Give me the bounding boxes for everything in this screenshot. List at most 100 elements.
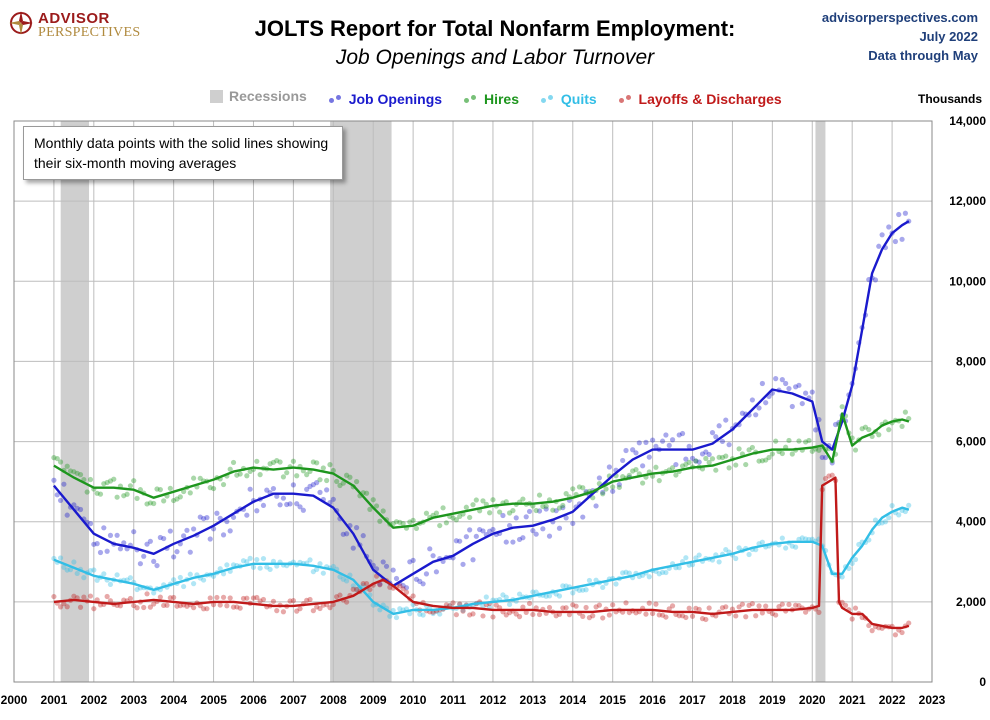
hires-point	[806, 437, 812, 444]
job-openings-point	[407, 559, 413, 565]
layoffs-discharges-point	[240, 595, 247, 602]
hires-point	[337, 482, 343, 489]
hires-point	[97, 491, 104, 497]
quits-point	[340, 576, 346, 582]
job-openings-point	[513, 515, 519, 521]
quits-point	[896, 512, 902, 518]
layoffs-discharges-point	[816, 609, 822, 615]
layoffs-discharges-point	[892, 632, 899, 638]
quits-point	[67, 567, 74, 573]
hires-point	[556, 505, 563, 511]
hires-point	[147, 500, 153, 506]
hires-point	[656, 478, 662, 484]
job-openings-point	[161, 535, 167, 542]
legend-marker-hires	[463, 94, 478, 103]
quits-point	[676, 565, 682, 571]
hires-point	[161, 498, 167, 504]
quits-point	[264, 564, 270, 570]
quits-point	[393, 614, 400, 621]
quits-point	[307, 557, 313, 563]
job-openings-point	[157, 534, 163, 541]
x-tick-label: 2010	[400, 693, 427, 707]
quits-point	[417, 611, 423, 617]
layoffs-discharges-point	[666, 606, 672, 612]
chart-title: JOLTS Report for Total Nonfarm Employmen…	[254, 16, 736, 41]
job-openings-point	[756, 405, 762, 411]
layoffs-discharges-point	[151, 601, 157, 607]
plot-frame	[13, 120, 933, 683]
logo-text-perspectives: PERSPECTIVES	[38, 25, 141, 40]
hires-point	[852, 447, 859, 453]
quits-point	[560, 583, 566, 589]
legend-label-hires: Hires	[483, 90, 519, 107]
hires-point	[87, 476, 94, 483]
quits-point	[220, 571, 227, 577]
hires-point	[533, 507, 539, 514]
hires-point	[64, 463, 70, 469]
job-openings-point	[277, 502, 283, 508]
job-openings-point	[516, 536, 523, 543]
job-openings-point	[340, 531, 346, 537]
quits-point	[580, 587, 586, 593]
job-openings-point	[819, 454, 825, 461]
quits-point	[314, 566, 320, 573]
hires-point	[576, 484, 583, 490]
job-openings-point	[214, 510, 220, 516]
hires-point	[413, 525, 420, 531]
job-openings-point	[423, 571, 430, 577]
job-openings-point	[353, 525, 360, 531]
quits-point	[171, 577, 177, 583]
layoffs-discharges-point	[516, 614, 523, 620]
source-website: advisorperspectives.com	[821, 10, 978, 25]
hires-point	[423, 510, 430, 516]
hires-point	[859, 426, 865, 432]
layoffs-discharges-point	[586, 615, 593, 621]
chart-legend: Recessions Job Openings Hires Quits Layo…	[210, 88, 800, 108]
hires-point	[726, 465, 732, 471]
job-openings-point	[380, 559, 386, 565]
hires-point	[626, 472, 632, 478]
job-openings-point	[703, 449, 709, 455]
job-openings-point	[94, 541, 100, 547]
hires-point	[437, 522, 443, 529]
job-openings-point	[410, 557, 416, 563]
quits-point	[91, 567, 97, 573]
hires-point	[862, 424, 869, 430]
quits-point	[789, 543, 795, 549]
quits-point	[793, 544, 799, 550]
x-tick-label: 2006	[240, 693, 267, 707]
hires-point	[506, 510, 513, 516]
hires-point	[367, 506, 373, 512]
hires-point	[363, 490, 370, 496]
job-openings-point	[623, 447, 629, 454]
job-openings-point	[683, 456, 689, 462]
layoffs-discharges-point	[157, 594, 163, 600]
quits-point	[344, 578, 350, 584]
layoffs-discharges-line	[53, 476, 910, 630]
layoffs-discharges-point	[191, 605, 197, 611]
x-tick-label: 2011	[440, 693, 466, 707]
job-openings-point	[533, 531, 539, 537]
layoffs-discharges-point	[167, 595, 173, 601]
job-openings-point	[606, 464, 612, 470]
job-openings-point	[144, 541, 150, 547]
hires-point	[563, 491, 569, 497]
quits-point	[583, 587, 589, 593]
layoffs-discharges-point	[596, 602, 602, 608]
job-openings-point	[679, 430, 686, 437]
x-tick-label: 2020	[799, 693, 826, 707]
quits-point	[430, 610, 436, 617]
job-openings-point	[463, 534, 469, 540]
job-openings-point	[803, 390, 809, 396]
job-openings-point	[630, 447, 636, 453]
job-openings-point	[799, 400, 805, 407]
layoffs-discharges-point	[220, 594, 227, 600]
layoffs-discharges-point	[676, 613, 682, 619]
job-openings-point	[417, 578, 423, 584]
layoffs-discharges-point	[689, 613, 696, 619]
layoffs-discharges-point	[563, 605, 569, 611]
quits-point	[387, 613, 393, 619]
layoffs-discharges-point	[144, 591, 150, 597]
job-openings-point	[673, 461, 679, 468]
job-openings-point	[390, 567, 396, 573]
